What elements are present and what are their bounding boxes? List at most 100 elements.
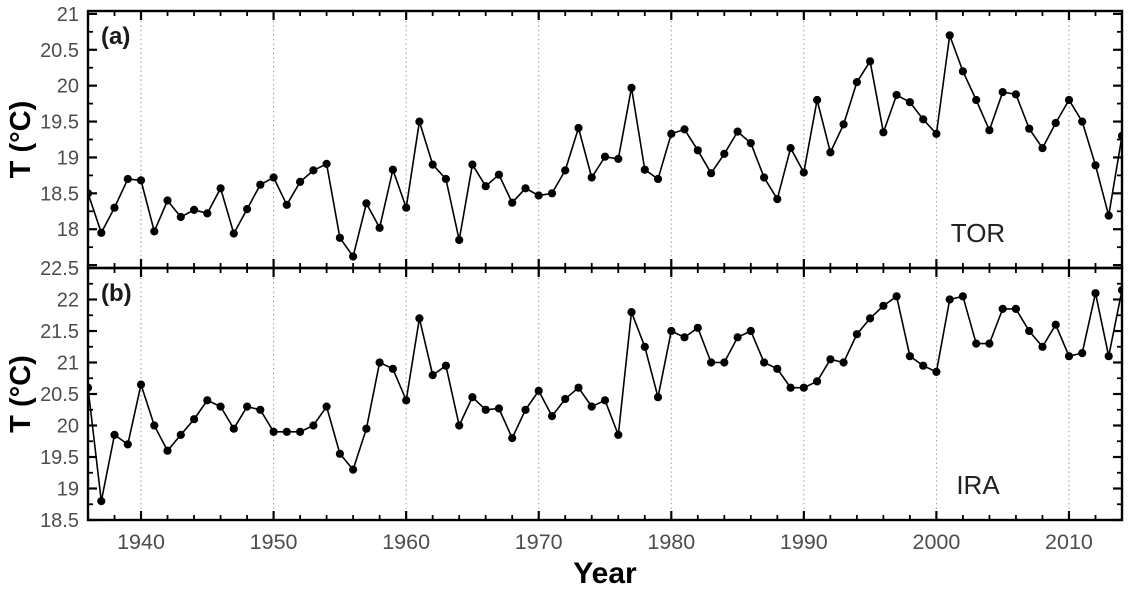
data-point-TOR-1949: [256, 180, 265, 189]
x-tick-label-1960: 1960: [382, 530, 430, 554]
data-point-IRA-1954: [322, 402, 331, 411]
data-point-IRA-1958: [375, 358, 384, 367]
data-point-TOR-2001: [945, 31, 954, 40]
y-tick-label-b-19.5: 19.5: [40, 447, 79, 469]
data-point-TOR-1954: [322, 159, 331, 168]
data-point-TOR-1988: [773, 195, 782, 204]
data-point-TOR-1991: [813, 95, 822, 105]
data-point-IRA-1998: [905, 352, 915, 361]
data-point-IRA-1986: [746, 326, 755, 336]
data-point-TOR-2008: [1038, 144, 1047, 153]
data-point-TOR-2009: [1051, 118, 1060, 128]
series-TOR: [88, 31, 1122, 261]
data-point-IRA-1985: [733, 333, 742, 342]
data-point-IRA-1976: [614, 430, 623, 439]
data-point-IRA-1948: [243, 402, 252, 411]
data-point-TOR-2000: [932, 129, 941, 138]
data-point-TOR-1986: [746, 139, 755, 148]
data-point-IRA-1943: [176, 430, 185, 439]
y-tick-label-b-22.5: 22.5: [40, 258, 79, 280]
data-point-TOR-1999: [919, 115, 928, 124]
x-tick-label-2000: 2000: [912, 530, 960, 554]
data-point-IRA-1949: [256, 405, 265, 414]
data-point-IRA-2010: [1064, 352, 1074, 361]
data-point-TOR-1969: [521, 184, 530, 193]
data-point-TOR-2003: [972, 95, 981, 105]
x-tick-label-1980: 1980: [647, 530, 695, 554]
data-point-IRA-1951: [282, 427, 291, 436]
station-label-TOR: TOR: [951, 218, 1005, 248]
data-point-TOR-1964: [455, 235, 464, 245]
panel-letter-b: (b): [101, 280, 132, 307]
data-point-TOR-1982: [693, 146, 702, 155]
data-point-TOR-1977: [627, 83, 636, 92]
data-point-TOR-1981: [680, 125, 689, 134]
y-tick-label-a-18.5: 18.5: [40, 183, 79, 205]
data-point-TOR-2010: [1064, 95, 1074, 105]
data-point-TOR-1966: [481, 182, 490, 191]
data-point-TOR-1959: [388, 165, 397, 174]
data-point-TOR-1989: [786, 144, 795, 153]
data-point-TOR-1956: [349, 252, 358, 261]
data-point-TOR-1997: [892, 90, 901, 100]
series-IRA: [88, 286, 1122, 506]
y-tick-label-b-22: 22: [57, 290, 79, 312]
y-tick-label-a-18: 18: [57, 219, 79, 241]
data-point-IRA-1940: [136, 380, 146, 389]
data-point-IRA-1959: [388, 364, 397, 373]
data-point-TOR-1953: [309, 166, 318, 175]
data-point-IRA-1999: [919, 361, 928, 370]
data-point-TOR-2002: [958, 67, 968, 76]
data-point-TOR-1967: [494, 170, 503, 179]
data-point-IRA-1993: [839, 358, 848, 367]
data-point-IRA-2011: [1078, 349, 1087, 358]
panel-b: 18.5 19 19.5 20 20.5 21 21.5 22 22.5 T (°C) (b) IRA: [5, 258, 1124, 532]
data-point-IRA-1969: [521, 405, 530, 414]
data-point-IRA-2000: [932, 367, 941, 376]
data-point-IRA-1956: [349, 465, 358, 474]
data-point-IRA-1942: [163, 446, 172, 455]
data-point-TOR-1940: [136, 176, 146, 185]
data-point-TOR-1972: [561, 166, 570, 175]
data-point-TOR-2011: [1078, 117, 1087, 126]
data-point-TOR-1962: [428, 160, 437, 169]
data-point-TOR-1944: [190, 205, 199, 214]
data-point-TOR-1968: [508, 198, 517, 207]
data-point-TOR-1996: [879, 128, 888, 137]
y-axis-title-b: T (°C): [5, 355, 37, 433]
data-point-IRA-1963: [441, 361, 450, 370]
data-point-TOR-1948: [243, 205, 252, 214]
data-point-IRA-1952: [296, 427, 305, 436]
data-point-IRA-1968: [508, 434, 517, 443]
data-point-TOR-1960: [402, 203, 411, 212]
y-axis-title-a: T (°C): [5, 101, 37, 179]
x-tick-label-1970: 1970: [515, 530, 563, 554]
data-point-IRA-1974: [587, 402, 596, 411]
data-point-TOR-1958: [375, 223, 384, 232]
y-tick-label-a-21: 21: [57, 4, 79, 26]
data-point-TOR-1985: [733, 127, 742, 136]
data-point-TOR-1993: [839, 120, 848, 129]
data-point-IRA-2012: [1091, 289, 1100, 298]
x-tick-label-1950: 1950: [250, 530, 298, 554]
data-point-TOR-1939: [123, 174, 132, 184]
data-point-IRA-1989: [786, 383, 795, 392]
data-point-TOR-1951: [282, 200, 291, 209]
data-point-TOR-1947: [229, 229, 238, 238]
data-point-IRA-2002: [958, 292, 968, 301]
data-point-IRA-1984: [720, 358, 729, 367]
data-point-TOR-1942: [163, 196, 172, 205]
data-point-TOR-1987: [760, 173, 769, 182]
data-point-IRA-1965: [468, 393, 477, 402]
data-point-TOR-1937: [97, 228, 106, 237]
data-point-TOR-1946: [216, 184, 225, 193]
data-point-IRA-1972: [561, 394, 570, 404]
data-point-IRA-1981: [680, 333, 689, 342]
x-axis-title: Year: [573, 557, 637, 590]
y-tick-label-b-18.5: 18.5: [40, 510, 79, 532]
data-point-IRA-1938: [110, 430, 119, 439]
data-point-IRA-1966: [481, 405, 490, 414]
data-point-IRA-1970: [534, 386, 543, 395]
data-point-TOR-1950: [269, 173, 278, 182]
